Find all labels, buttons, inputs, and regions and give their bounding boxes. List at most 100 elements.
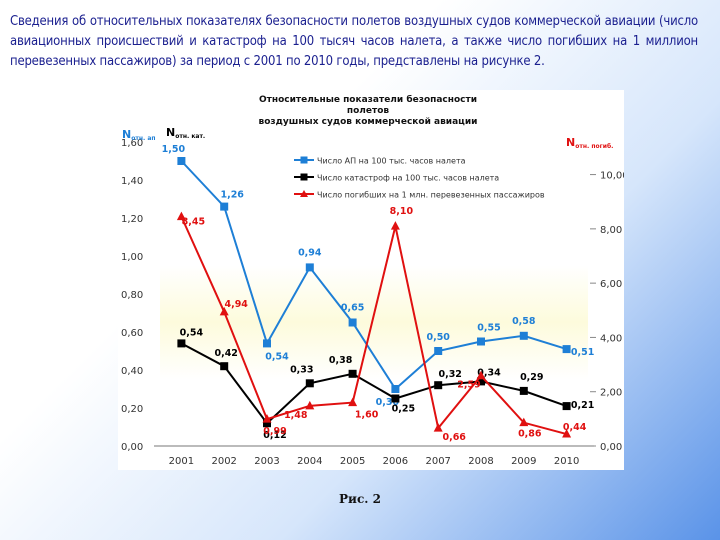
left-axis-label-ap: Nотн. ап: [122, 128, 156, 142]
right-tick-label: 2,00: [600, 388, 622, 399]
data-point: [562, 402, 571, 411]
data-point: [434, 347, 443, 355]
data-point: [305, 400, 315, 410]
x-tick-label: 2001: [169, 456, 194, 467]
data-point: [176, 211, 186, 221]
data-point: [262, 414, 272, 423]
x-tick-label: 2002: [211, 456, 236, 467]
series-line: [180, 216, 567, 436]
data-label: 0,38: [329, 355, 353, 366]
data-point: [263, 339, 271, 348]
data-label: 1,26: [220, 190, 244, 201]
right-tick-label: 10,00: [600, 171, 624, 182]
left-tick-label: 0,00: [121, 442, 143, 453]
data-point: [519, 331, 528, 340]
data-point: [562, 345, 571, 354]
left-tick-label: 0,60: [121, 328, 143, 339]
data-label: 0,94: [298, 247, 322, 258]
x-tick-label: 2009: [511, 456, 536, 467]
left-tick-label: 0,40: [121, 366, 143, 377]
data-label: 0,25: [392, 404, 415, 415]
right-tick-label: 4,00: [600, 333, 622, 344]
left-tick-label: 1,40: [121, 176, 143, 187]
figure-caption: Рис. 2: [339, 492, 381, 506]
data-label: 0,50: [426, 332, 450, 343]
data-point: [391, 385, 400, 393]
x-tick-label: 2005: [340, 456, 365, 467]
data-label: 0,55: [477, 323, 500, 334]
data-point: [177, 157, 186, 165]
data-point: [220, 362, 229, 371]
data-point: [391, 394, 400, 403]
data-label: 0,54: [265, 351, 289, 362]
right-tick-label: 8,00: [600, 225, 622, 236]
data-label: 0,33: [290, 364, 313, 375]
x-tick-label: 2003: [254, 456, 279, 467]
data-point: [519, 386, 528, 395]
data-point: [305, 379, 314, 388]
data-label: 8,45: [182, 217, 205, 228]
data-point: [348, 318, 357, 327]
data-label: 0,21: [571, 400, 594, 411]
series-line: [180, 160, 567, 391]
legend-label: Число погибших на 1 млн. перевезенных па…: [317, 191, 545, 200]
left-tick-label: 1,20: [121, 214, 143, 225]
data-point: [305, 263, 314, 272]
legend-label: Число катастроф на 100 тыс. часов налета: [317, 174, 499, 183]
data-point: [220, 202, 229, 211]
x-tick-label: 2007: [425, 456, 450, 467]
chart-title-line: полетов: [347, 106, 389, 116]
data-point: [348, 397, 358, 407]
legend-swatch-marker: [300, 173, 308, 181]
left-tick-label: 0,80: [121, 290, 143, 301]
data-point: [477, 337, 485, 346]
x-tick-label: 2010: [554, 456, 579, 467]
chart-panel: Относительные показатели безопасности пол…: [118, 90, 629, 470]
data-label: 0,86: [518, 429, 542, 440]
data-label: 0,54: [180, 327, 204, 338]
data-label: 1,48: [284, 410, 308, 421]
data-point: [433, 423, 443, 432]
data-point: [219, 306, 229, 316]
data-point: [263, 419, 271, 428]
chart-title-line: воздушных судов коммерческой авиации: [259, 117, 478, 127]
legend-swatch-marker: [300, 156, 308, 164]
data-label: 1,50: [162, 144, 186, 155]
data-label: 0,99: [263, 426, 286, 437]
data-label: 0,34: [477, 367, 501, 378]
data-point: [519, 417, 529, 427]
data-point: [476, 370, 486, 380]
right-axis-label: Nотн. погиб.: [566, 136, 613, 150]
x-tick-label: 2006: [383, 456, 408, 467]
highlight-band: [160, 265, 588, 380]
safety-indicators-chart: Относительные показатели безопасностипол…: [121, 94, 629, 467]
data-label: 8,10: [390, 206, 414, 217]
data-point: [348, 369, 357, 378]
left-tick-label: 0,20: [121, 404, 143, 415]
data-label: 0,32: [438, 369, 461, 380]
right-tick-label: 0,00: [600, 442, 622, 453]
data-point: [434, 381, 443, 390]
data-label: 1,60: [355, 410, 379, 421]
data-point: [562, 429, 572, 438]
intro-paragraph: Сведения об относительных показателях бе…: [10, 14, 698, 69]
chart-title-line: Относительные показатели безопасности: [259, 94, 477, 105]
data-label: 0,42: [214, 348, 237, 359]
left-tick-label: 1,00: [121, 252, 143, 263]
data-label: 0,51: [571, 347, 594, 358]
legend-swatch-marker: [300, 190, 308, 197]
data-label: 0,29: [520, 372, 543, 383]
x-tick-label: 2008: [468, 456, 493, 467]
left-axis-label-kat: Nотн. кат.: [166, 126, 205, 140]
data-label: 0,66: [442, 432, 466, 443]
x-tick-label: 2004: [297, 456, 322, 467]
data-label: 4,94: [224, 299, 248, 310]
right-tick-label: 6,00: [600, 279, 622, 290]
data-point: [390, 221, 400, 230]
series-line: [180, 342, 567, 425]
legend-label: Число АП на 100 тыс. часов налета: [317, 157, 466, 166]
data-label: 2,59: [457, 380, 480, 391]
data-point: [177, 339, 186, 348]
data-label: 0,65: [341, 303, 364, 314]
data-label: 0,12: [263, 430, 286, 441]
